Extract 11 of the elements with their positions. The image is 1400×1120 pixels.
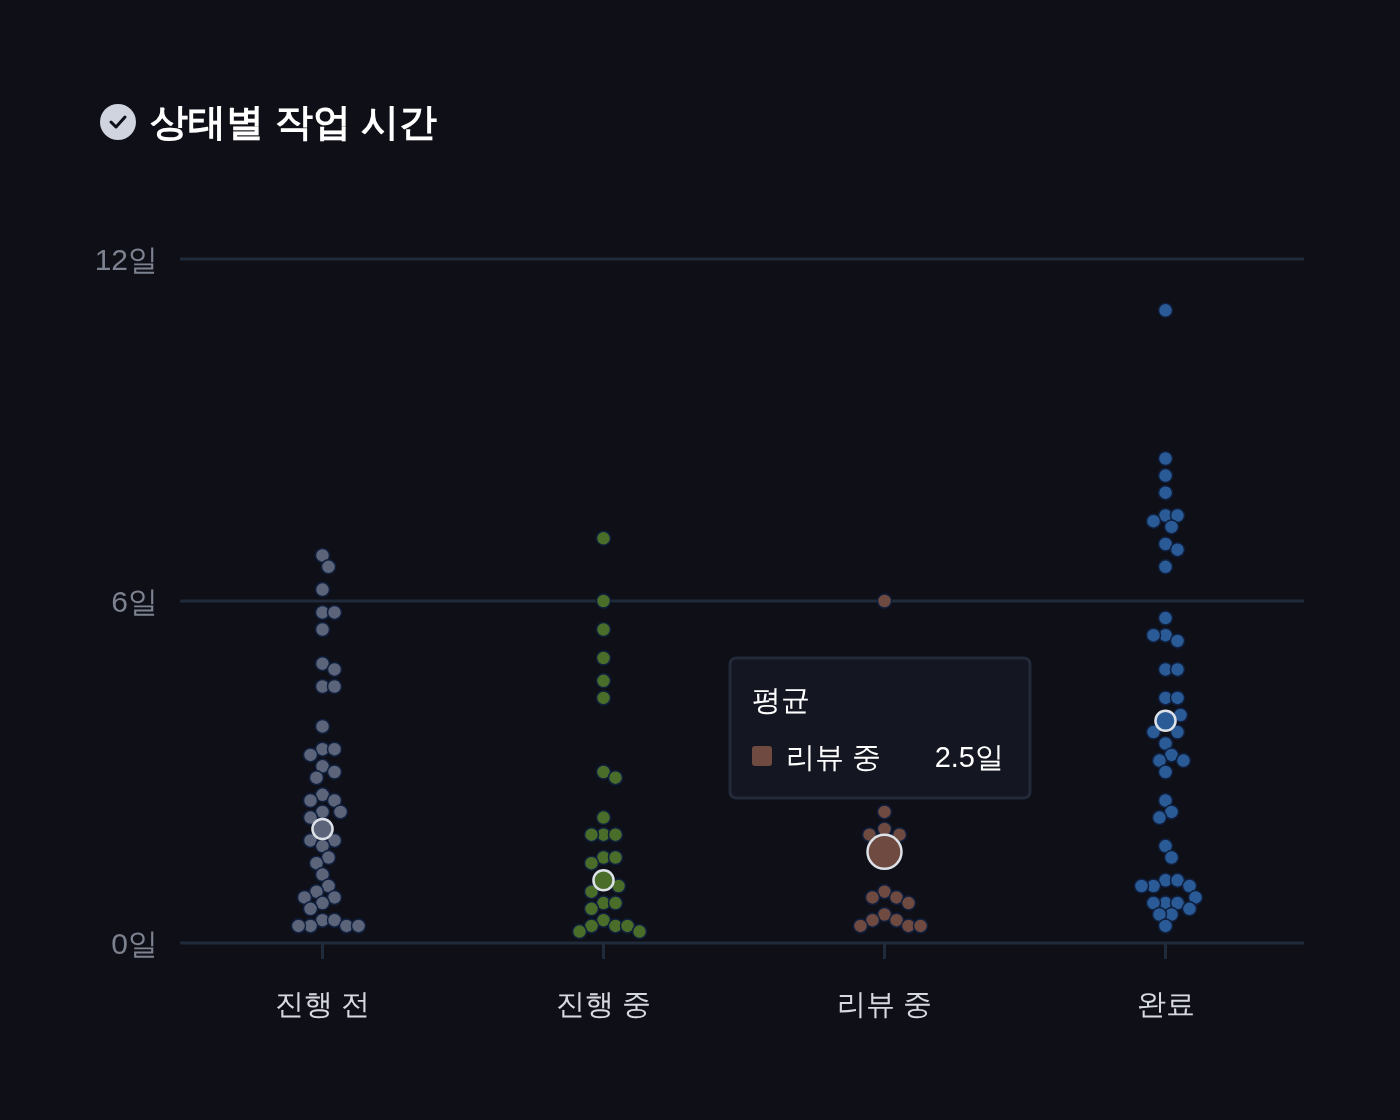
x-tick-label: 진행 중 [555,988,652,1020]
x-tick-label: 진행 전 [274,988,371,1020]
y-tick-label: 12일 [94,243,158,276]
x-tick-label: 리뷰 중 [836,988,933,1020]
chart-title: 상태별 작업 시간 [150,101,438,143]
y-tick-label: 6일 [111,585,158,618]
annotation: 2.5일 [934,741,1004,773]
y-tick-label: 0일 [111,927,158,960]
annotation: 리뷰 중 [786,741,882,773]
text: 평균 [752,684,810,716]
x-tick-label: 완료 [1136,988,1195,1020]
